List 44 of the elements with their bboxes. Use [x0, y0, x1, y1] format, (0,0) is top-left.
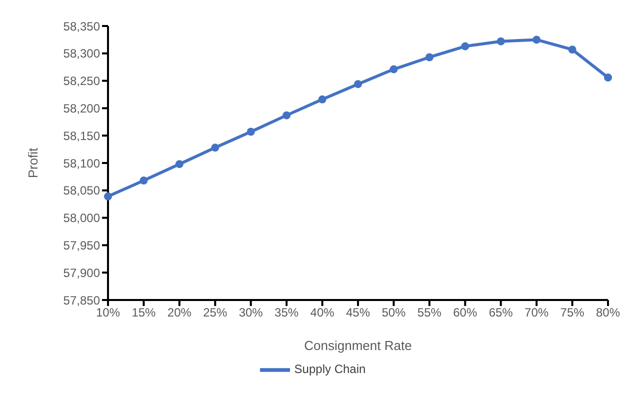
point [354, 80, 362, 88]
y-axis-title: Profit [26, 147, 41, 178]
x-axis-title: Consignment Rate [304, 338, 412, 353]
point [604, 74, 612, 82]
y-tick-label: 58,250 [63, 74, 100, 88]
x-tick-label: 75% [560, 306, 585, 320]
point [532, 36, 541, 44]
x-tick-label: 10% [96, 306, 120, 320]
point [568, 46, 576, 54]
point [318, 95, 326, 104]
y-tick-label: 58,150 [63, 128, 100, 143]
point [282, 111, 291, 120]
point [425, 53, 434, 62]
x-tick-label: 50% [382, 306, 406, 320]
point [461, 42, 470, 50]
y-tick-label: 58,050 [63, 184, 100, 198]
point [211, 144, 220, 152]
point [175, 160, 184, 168]
y-tick-label: 58,200 [63, 101, 100, 116]
x-tick-label: 65% [488, 306, 514, 320]
point [246, 128, 255, 136]
y-tick-label: 58,300 [63, 46, 100, 61]
y-tick-label: 57,900 [63, 266, 100, 280]
x-tick-label: 80% [596, 306, 620, 320]
x-tick-label: 70% [524, 306, 549, 320]
legend-label: Supply Chain [294, 362, 366, 376]
x-tick-label: 30% [238, 306, 264, 320]
x-tick-label: 20% [167, 306, 192, 320]
x-tick-label: 40% [310, 306, 335, 320]
y-tick-label: 58,100 [63, 156, 100, 170]
x-tick-label: 35% [274, 306, 299, 320]
x-tick-label: 25% [203, 306, 228, 320]
y-tick-label: 57,850 [63, 293, 100, 308]
y-tick-label: 58,000 [63, 211, 100, 226]
x-tick-label: 60% [453, 306, 478, 320]
y-tick-label: 57,950 [63, 238, 100, 252]
x-tick-label: 45% [346, 306, 370, 320]
point [140, 176, 148, 185]
x-tick-label: 15% [132, 306, 156, 320]
y-tick-label: 58,350 [63, 19, 100, 34]
point [496, 37, 505, 46]
x-tick-label: 55% [417, 306, 442, 320]
point [390, 65, 398, 74]
point [104, 192, 112, 200]
